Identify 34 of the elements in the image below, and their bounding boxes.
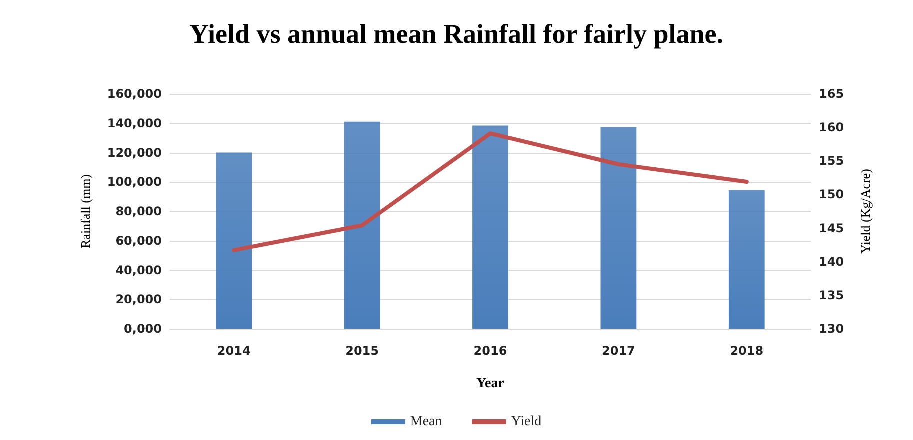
- chart-title: Yield vs annual mean Rainfall for fairly plane.: [189, 19, 724, 49]
- legend-label: Yield: [511, 414, 542, 430]
- y-tick-label: 20,000: [116, 292, 162, 307]
- bar: [216, 152, 252, 329]
- x-tick-label: 2014: [217, 344, 251, 358]
- y-tick-label: 40,000: [116, 263, 162, 278]
- y-tick-label: 140,000: [107, 116, 162, 130]
- x-tick-label: 2015: [346, 344, 380, 358]
- y-tick-label: 60,000: [116, 234, 162, 248]
- y2-tick-label: 140: [819, 254, 844, 269]
- y-tick-label: 0,000: [124, 322, 162, 336]
- y2-tick-label: 160: [819, 120, 844, 135]
- y2-tick-label: 150: [819, 188, 844, 202]
- y-tick-label: 160,000: [107, 87, 162, 101]
- y-tick-label: 80,000: [116, 204, 162, 218]
- x-tick-label: 2018: [730, 344, 764, 358]
- bar: [344, 122, 380, 329]
- y2-tick-label: 155: [819, 154, 844, 168]
- bar: [600, 127, 637, 329]
- line-series: [232, 132, 749, 252]
- x-axis-title: Year: [476, 376, 504, 392]
- y-tick-label: 120,000: [107, 146, 162, 160]
- bar: [472, 126, 508, 329]
- x-tick-label: 2017: [602, 344, 636, 358]
- y2-tick-label: 130: [819, 322, 844, 336]
- y2-tick-label: 145: [819, 221, 844, 236]
- bar: [728, 190, 765, 329]
- y-tick-label: 100,000: [107, 175, 162, 190]
- y2-tick-label: 165: [819, 87, 844, 101]
- y2-axis-title: Yield (Kg/Acre): [858, 169, 873, 254]
- x-tick-label: 2016: [474, 344, 508, 358]
- y-axis-title: Rainfall (mm): [78, 174, 93, 249]
- y2-tick-label: 135: [819, 288, 844, 302]
- legend-label: Mean: [410, 414, 442, 430]
